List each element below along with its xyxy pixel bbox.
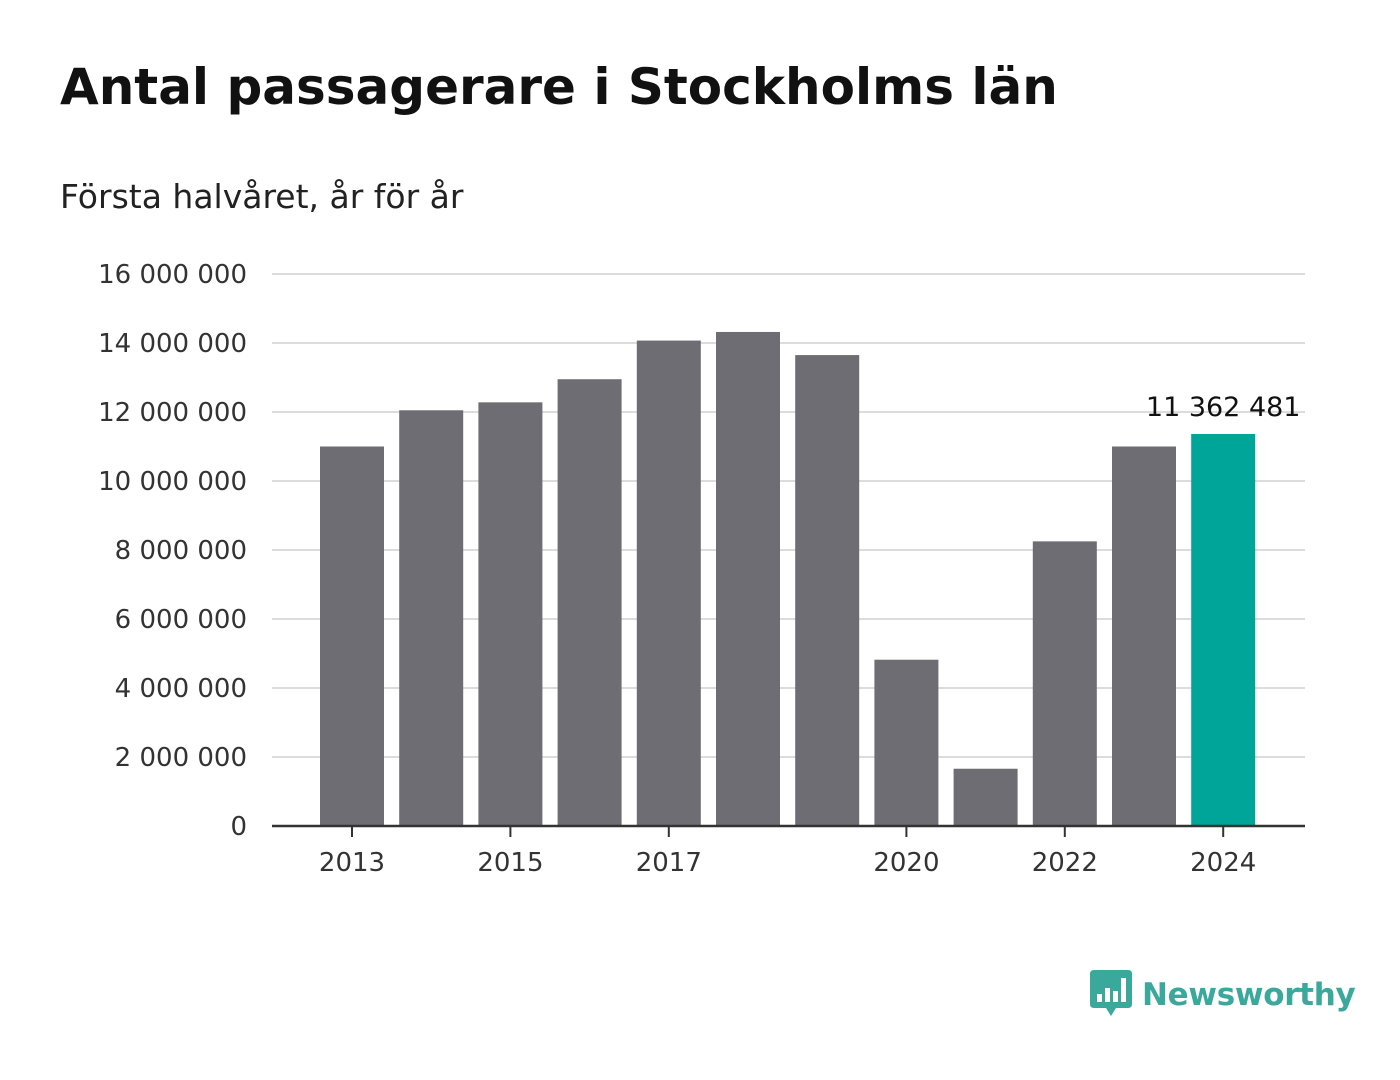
- bar-2021: [953, 768, 1018, 826]
- data-label: 11 362 481: [1146, 392, 1301, 423]
- bars: [320, 331, 1256, 826]
- x-tick-label: 2017: [636, 848, 702, 878]
- y-tick-label: 12 000 000: [98, 398, 247, 428]
- bar-2023: [1112, 446, 1176, 826]
- data-labels: 11 362 481: [1146, 392, 1301, 423]
- bar-2016: [557, 379, 622, 826]
- x-tick-label: 2022: [1032, 848, 1098, 878]
- brand-logo: Newsworthy: [1090, 968, 1356, 1022]
- bar-2017: [636, 340, 701, 826]
- y-tick-label: 8 000 000: [115, 536, 247, 566]
- y-axis-tick-labels: 0 2 000 000 4 000 000 6 000 000 8 000 000 10 …: [98, 260, 247, 842]
- bar-2024: [1191, 433, 1256, 826]
- chart-subtitle: Första halvåret, år för år: [60, 177, 464, 216]
- bar-2014: [399, 410, 464, 826]
- bar-2018: [716, 331, 780, 826]
- chart-title: Antal passagerare i Stockholms län: [60, 58, 1058, 116]
- x-tick-label: 2013: [319, 848, 385, 878]
- y-tick-label: 16 000 000: [98, 260, 247, 290]
- newsworthy-logo-icon: [1090, 970, 1132, 1016]
- y-tick-label: 4 000 000: [115, 674, 247, 704]
- y-tick-label: 14 000 000: [98, 329, 247, 359]
- y-tick-label: 10 000 000: [98, 467, 247, 497]
- x-tick-label: 2020: [873, 848, 939, 878]
- bar-2019: [795, 355, 860, 826]
- y-tick-label: 2 000 000: [115, 743, 247, 773]
- bar-2015: [478, 402, 543, 826]
- y-tick-label: 0: [230, 812, 247, 842]
- bar-2022: [1032, 541, 1097, 826]
- x-axis: 2013 2015 2017 2020 2022 2024: [272, 824, 1305, 878]
- bar-2013: [320, 446, 384, 826]
- x-tick-label: 2015: [477, 848, 543, 878]
- bar-2020: [874, 659, 939, 826]
- brand-name: Newsworthy: [1142, 977, 1356, 1013]
- x-tick-label: 2024: [1190, 848, 1256, 878]
- y-tick-label: 6 000 000: [115, 605, 247, 635]
